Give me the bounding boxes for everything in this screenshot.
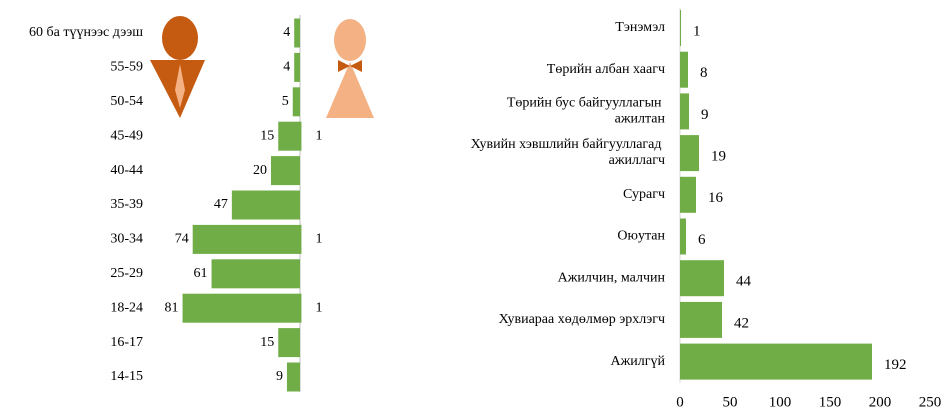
bar <box>680 93 689 130</box>
value-label: 1 <box>315 300 322 315</box>
value-label: 1 <box>315 128 322 143</box>
bar <box>680 176 696 213</box>
female-icon <box>326 19 374 118</box>
value-label: 1 <box>315 232 322 247</box>
category-label: Оюутан <box>617 229 665 244</box>
value-label: 9 <box>701 107 709 123</box>
value-label: 19 <box>711 149 726 165</box>
x-tick-label: 200 <box>869 394 892 410</box>
category-label: 40-44 <box>110 163 143 178</box>
female-bar <box>300 121 302 151</box>
value-label: 81 <box>165 300 179 315</box>
male-bar <box>192 224 300 254</box>
category-label: Төрийн албан хаагч <box>547 62 665 77</box>
x-tick-label: 100 <box>769 394 792 410</box>
category-label: Ажилчин, малчин <box>558 270 666 285</box>
value-label: 5 <box>282 94 289 109</box>
x-tick-label: 250 <box>919 394 942 410</box>
male-bar <box>271 156 300 186</box>
male-bar <box>182 293 300 323</box>
value-label: 4 <box>283 25 290 40</box>
category-label: 25-29 <box>110 266 143 281</box>
female-bar <box>300 293 302 323</box>
bar <box>680 135 699 172</box>
value-label: 9 <box>276 369 283 384</box>
value-label: 6 <box>698 232 706 248</box>
value-label: 47 <box>214 197 228 212</box>
male-icon <box>150 16 205 118</box>
value-label: 20 <box>253 163 267 178</box>
category-label: 45-49 <box>110 128 143 143</box>
category-label: Тэнэмэл <box>615 20 665 35</box>
value-label: 44 <box>736 274 752 290</box>
category-label: 14-15 <box>110 369 143 384</box>
male-bar <box>211 259 300 289</box>
male-bar <box>294 52 300 82</box>
value-label: 4 <box>283 60 290 75</box>
category-label: 35-39 <box>110 197 143 212</box>
value-label: 1 <box>693 23 701 39</box>
value-label: 42 <box>734 315 749 331</box>
value-label: 8 <box>700 65 708 81</box>
category-label: 55-59 <box>110 60 143 75</box>
x-tick-label: 0 <box>676 394 684 410</box>
category-label: Төрийн бус байгууллагын ажилтан <box>507 96 666 127</box>
category-label: 16-17 <box>110 335 143 350</box>
value-label: 61 <box>194 266 208 281</box>
bar <box>680 10 681 46</box>
category-label: Хувийн хэвшлийн байгууллагад ажиллагч <box>471 137 665 168</box>
bar <box>680 218 686 255</box>
bar <box>680 301 722 338</box>
category-label: Ажилгүй <box>611 354 666 369</box>
value-label: 15 <box>260 335 274 350</box>
category-label: 30-34 <box>110 232 143 247</box>
value-label: 16 <box>708 190 724 206</box>
male-bar <box>278 328 300 358</box>
category-label: 18-24 <box>110 300 143 315</box>
value-label: 74 <box>175 232 189 247</box>
x-tick-label: 150 <box>819 394 842 410</box>
bar <box>680 260 724 297</box>
male-bar <box>286 362 300 392</box>
bar <box>680 343 872 380</box>
value-label: 15 <box>260 128 274 143</box>
x-tick-label: 50 <box>723 394 738 410</box>
male-bar <box>278 121 300 151</box>
value-label: 192 <box>884 357 907 373</box>
category-label: 50-54 <box>110 94 143 109</box>
male-bar <box>292 87 300 117</box>
category-label: 60 ба түүнээс дээш <box>29 25 143 40</box>
category-label: Сурагч <box>623 187 665 202</box>
male-bar <box>294 18 300 48</box>
category-label: Хувиараа хөдөлмөр эрхлэгч <box>499 312 665 327</box>
male-bar <box>231 190 300 220</box>
bar <box>680 51 688 88</box>
female-bar <box>300 224 302 254</box>
